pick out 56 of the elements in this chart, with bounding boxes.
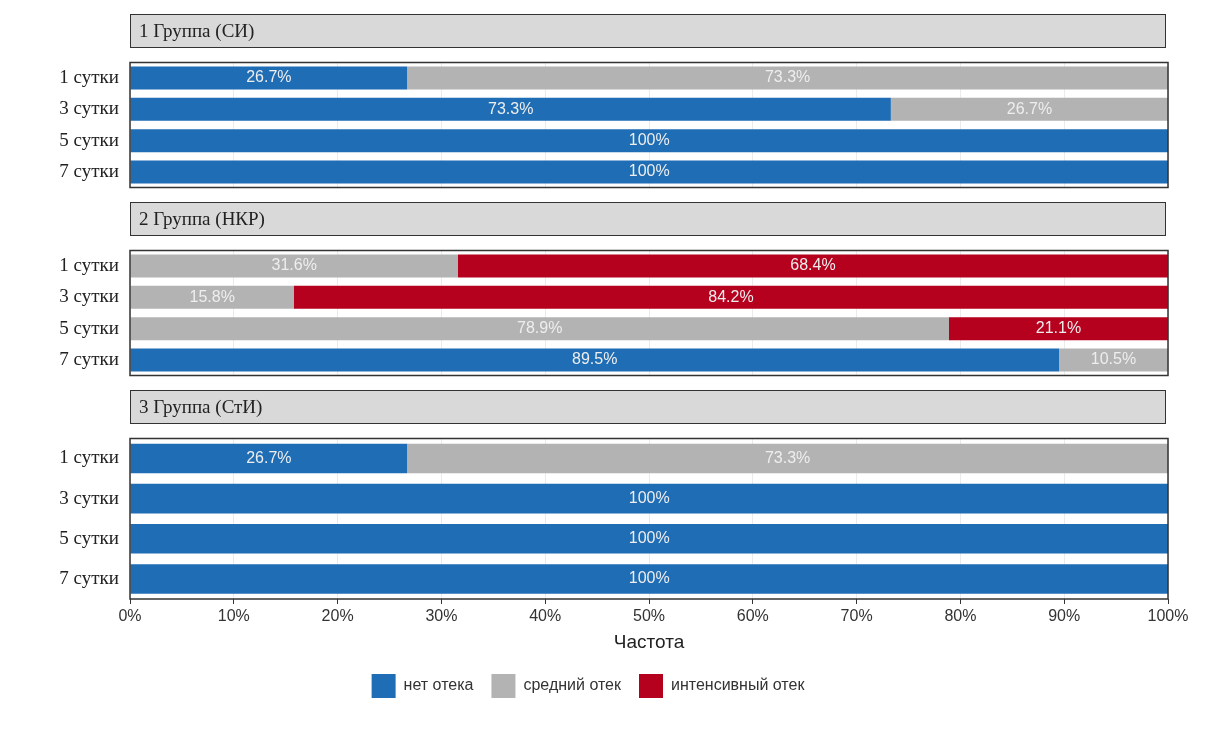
bar (130, 254, 459, 278)
data-label: 84.2% (708, 287, 754, 305)
data-label: 10.5% (1090, 350, 1137, 368)
chart-title: 3 Группа (СтИ) (130, 390, 1166, 424)
data-label: 21.1% (1035, 319, 1082, 337)
bar (458, 254, 1168, 278)
y-tick-label: 3 сутки (59, 285, 119, 307)
bar (130, 348, 1060, 372)
data-label: 15.8% (189, 287, 235, 305)
data-label: 89.5% (572, 350, 618, 368)
y-tick-label: 7 сутки (59, 566, 119, 588)
bar (130, 285, 294, 309)
legend-label: нет отека (403, 676, 474, 694)
bar (130, 317, 949, 341)
x-tick-label: 40% (529, 607, 562, 625)
x-tick-label: 70% (840, 607, 873, 625)
x-tick-label: 50% (632, 607, 666, 625)
y-tick-label: 5 сутки (59, 128, 119, 150)
data-label: 68.4% (790, 256, 836, 274)
data-label: 73.3% (764, 448, 811, 466)
legend-label: интенсивный отек (670, 676, 806, 694)
data-label: 31.6% (271, 256, 317, 274)
y-tick-label: 7 сутки (59, 347, 119, 369)
x-tick-label: 80% (944, 607, 977, 625)
data-label: 100% (628, 489, 670, 507)
y-tick-label: 3 сутки (59, 97, 119, 119)
y-tick-label: 5 сутки (59, 526, 119, 548)
y-tick-label: 1 сутки (59, 254, 119, 276)
chart-title: 2 Группа (НКР) (130, 202, 1166, 236)
x-tick-label: 30% (425, 607, 458, 625)
data-label: 26.7% (246, 68, 292, 86)
x-tick-label: 0% (118, 607, 142, 625)
x-tick-label: 100% (1147, 607, 1189, 625)
data-label: 100% (628, 569, 670, 587)
data-label: 78.9% (517, 319, 563, 337)
x-tick-label: 60% (736, 607, 769, 625)
data-label: 73.3% (487, 99, 534, 117)
y-tick-label: 5 сутки (59, 316, 119, 338)
y-tick-label: 1 сутки (59, 446, 119, 468)
y-tick-label: 3 сутки (59, 486, 119, 508)
legend-label: средний отек (523, 676, 622, 694)
data-label: 73.3% (764, 68, 811, 86)
data-label: 100% (628, 529, 670, 547)
chart-title: 1 Группа (СИ) (130, 14, 1166, 48)
bar (294, 285, 1168, 309)
data-label: 26.7% (246, 448, 292, 466)
x-axis-title: Частота (613, 630, 685, 652)
y-tick-label: 1 сутки (59, 66, 119, 88)
x-tick-label: 10% (217, 607, 250, 625)
x-tick-label: 20% (321, 607, 354, 625)
bar (948, 317, 1168, 341)
data-label: 100% (628, 162, 670, 180)
x-tick-label: 90% (1048, 607, 1081, 625)
data-label: 100% (628, 131, 670, 149)
data-label: 26.7% (1006, 99, 1053, 117)
y-tick-label: 7 сутки (59, 159, 119, 181)
